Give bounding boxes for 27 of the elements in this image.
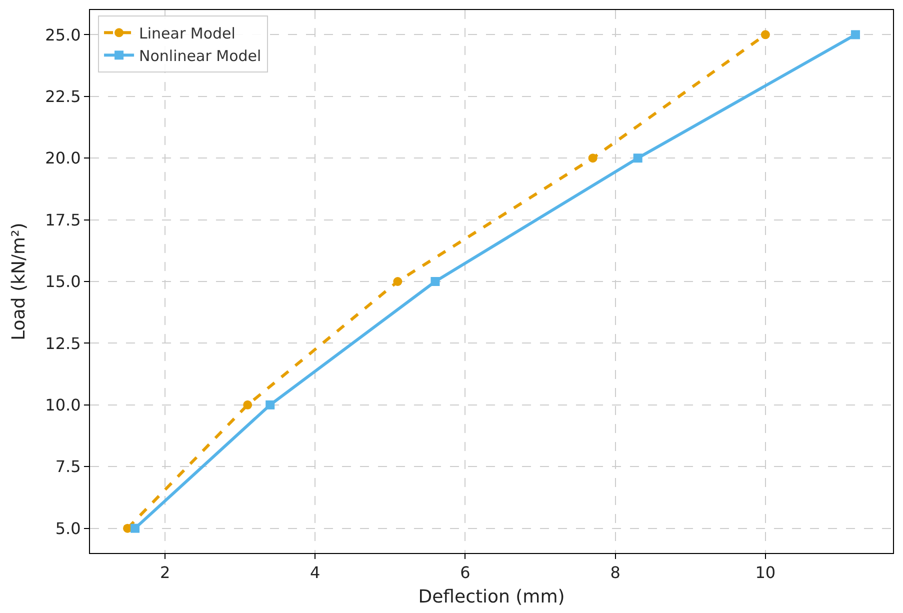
- y-tick-label: 22.5: [45, 86, 81, 106]
- y-tick-label: 15.0: [45, 272, 81, 292]
- x-tick-label: 4: [310, 563, 320, 582]
- y-tick-label: 17.5: [45, 210, 81, 230]
- legend-label: Nonlinear Model: [139, 47, 262, 66]
- y-axis-title: Load (kN/m²): [8, 222, 30, 340]
- point: [430, 277, 440, 286]
- y-tick-label: 12.5: [45, 334, 81, 353]
- point: [243, 400, 252, 410]
- y-tick-label: 7.5: [55, 457, 81, 476]
- point: [393, 277, 402, 286]
- x-axis-title: Deflection (mm): [418, 586, 565, 608]
- point: [850, 30, 860, 40]
- point: [266, 400, 275, 410]
- point: [760, 30, 770, 40]
- y-tick-label: 5.0: [55, 518, 81, 538]
- x-tick-label: 2: [160, 563, 170, 582]
- point: [588, 154, 598, 163]
- x-tick-label: 10: [755, 563, 776, 582]
- x-tick-label: 6: [460, 563, 470, 582]
- y-tick-label: 25.0: [45, 25, 81, 44]
- y-tick-label: 20.0: [45, 148, 81, 168]
- x-tick-label: 8: [610, 563, 620, 582]
- point: [633, 154, 642, 163]
- legend-label: Linear Model: [139, 24, 236, 43]
- point: [130, 524, 140, 533]
- y-tick-label: 10.0: [45, 396, 81, 415]
